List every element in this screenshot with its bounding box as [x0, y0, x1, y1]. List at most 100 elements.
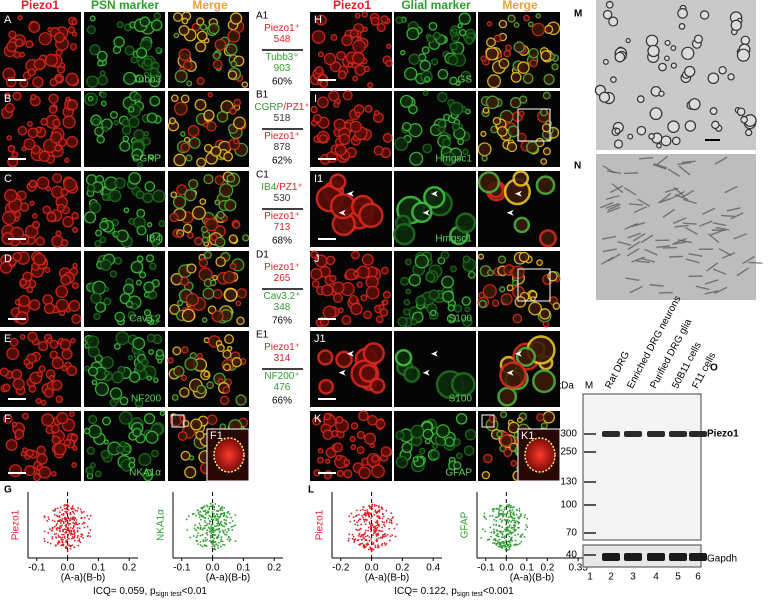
marker-label: NF200 [131, 394, 161, 405]
scatter-dot [508, 519, 511, 522]
lane-label: M [585, 381, 593, 392]
cell [453, 461, 462, 470]
fiber [628, 203, 643, 206]
cell-ring [677, 8, 688, 19]
x-tick-label: 0.2 [395, 563, 409, 574]
cell [11, 151, 19, 159]
scatter-dot [377, 534, 380, 536]
scatter-dot [227, 527, 230, 530]
scatter-dot [393, 527, 396, 530]
scatter-dot [358, 513, 360, 516]
cell [159, 410, 165, 416]
cell [149, 95, 161, 107]
fiber [674, 194, 689, 201]
scatter-dot [360, 523, 363, 526]
fiber [698, 220, 713, 227]
scatter-dot [356, 524, 359, 527]
scatter-dot [51, 535, 54, 538]
inset-cell [524, 437, 556, 473]
scatter-dot [209, 534, 212, 537]
scatter-dot [78, 538, 81, 540]
cell-ring [645, 34, 659, 48]
scatter-dot [492, 542, 494, 545]
cell [437, 119, 447, 128]
cell-ring [678, 22, 686, 30]
scatter-dot [211, 543, 214, 546]
cell [223, 363, 231, 372]
cell [201, 317, 208, 323]
scatter-dot [212, 539, 215, 542]
scatter-dot [59, 536, 62, 539]
cell [347, 62, 353, 68]
scatter-dot [505, 515, 508, 518]
cell [138, 452, 152, 467]
cell [531, 22, 546, 37]
scatter-dot [219, 545, 222, 548]
cell [142, 136, 151, 146]
cell [196, 76, 205, 86]
cell [455, 452, 463, 460]
fiber [730, 212, 744, 220]
scatter-dot [500, 504, 503, 507]
stat-line: NF200⁺ [264, 371, 299, 382]
scatter-dot [204, 513, 207, 516]
scatter-dot [58, 529, 61, 532]
scatter-dot [380, 544, 383, 546]
cell-ring [670, 45, 677, 51]
fiber [678, 165, 691, 176]
cell [135, 74, 144, 83]
band [602, 431, 620, 437]
scatter-dot [214, 503, 217, 505]
stat-segment: Piezo1⁺ [264, 23, 300, 34]
scatter-dot [381, 512, 384, 515]
cell [170, 191, 178, 199]
cell [497, 255, 507, 264]
scatter-dot [377, 505, 380, 507]
cell-ring [656, 142, 662, 149]
cell [26, 120, 33, 127]
scatter-dot [61, 518, 64, 520]
scatter-dot [219, 530, 221, 533]
stat-line: IB4/PZ1⁺ [261, 182, 302, 193]
y-axis-label: Piezo1 [315, 509, 326, 540]
scatter-dot [517, 516, 520, 519]
size-marker: 130 [560, 477, 577, 488]
scatter-dot [50, 529, 53, 532]
cell [375, 315, 384, 324]
stat-segment: IB4 [261, 182, 276, 193]
scatter-dot [80, 516, 83, 519]
scatter-dot [52, 509, 55, 512]
scatter-dot [512, 505, 515, 508]
cell-ring [736, 107, 746, 117]
scatter-dot [76, 530, 79, 533]
scatter-dot [491, 514, 494, 517]
cell [332, 442, 343, 453]
panel-label: A [4, 14, 12, 26]
scatter-dot [354, 523, 357, 526]
cell [86, 183, 96, 193]
cell [542, 147, 551, 156]
scatter-dot [381, 526, 384, 529]
cell [24, 465, 36, 477]
stat-segment: Piezo1⁺ [264, 262, 300, 273]
scatter-dot [70, 508, 73, 510]
cell-ring [681, 46, 695, 60]
cell [356, 281, 363, 288]
fiber [623, 172, 638, 175]
scatter-dot [211, 511, 214, 513]
cell-ring [627, 133, 634, 140]
scatter-dot [375, 504, 378, 507]
marker-label: S100 [449, 394, 473, 405]
scatter-dot [69, 526, 72, 529]
scatter-dot [82, 536, 84, 539]
marker-label: Hmgsc1 [435, 234, 472, 245]
micrograph [168, 250, 249, 327]
scatter-dot [218, 528, 220, 531]
cell [30, 93, 37, 101]
fiber [688, 253, 703, 257]
arrowhead [514, 190, 522, 197]
stat-line: 713 [274, 222, 291, 233]
scatter-dot [58, 527, 61, 530]
cell [233, 138, 240, 145]
scatter-dot [367, 513, 370, 515]
